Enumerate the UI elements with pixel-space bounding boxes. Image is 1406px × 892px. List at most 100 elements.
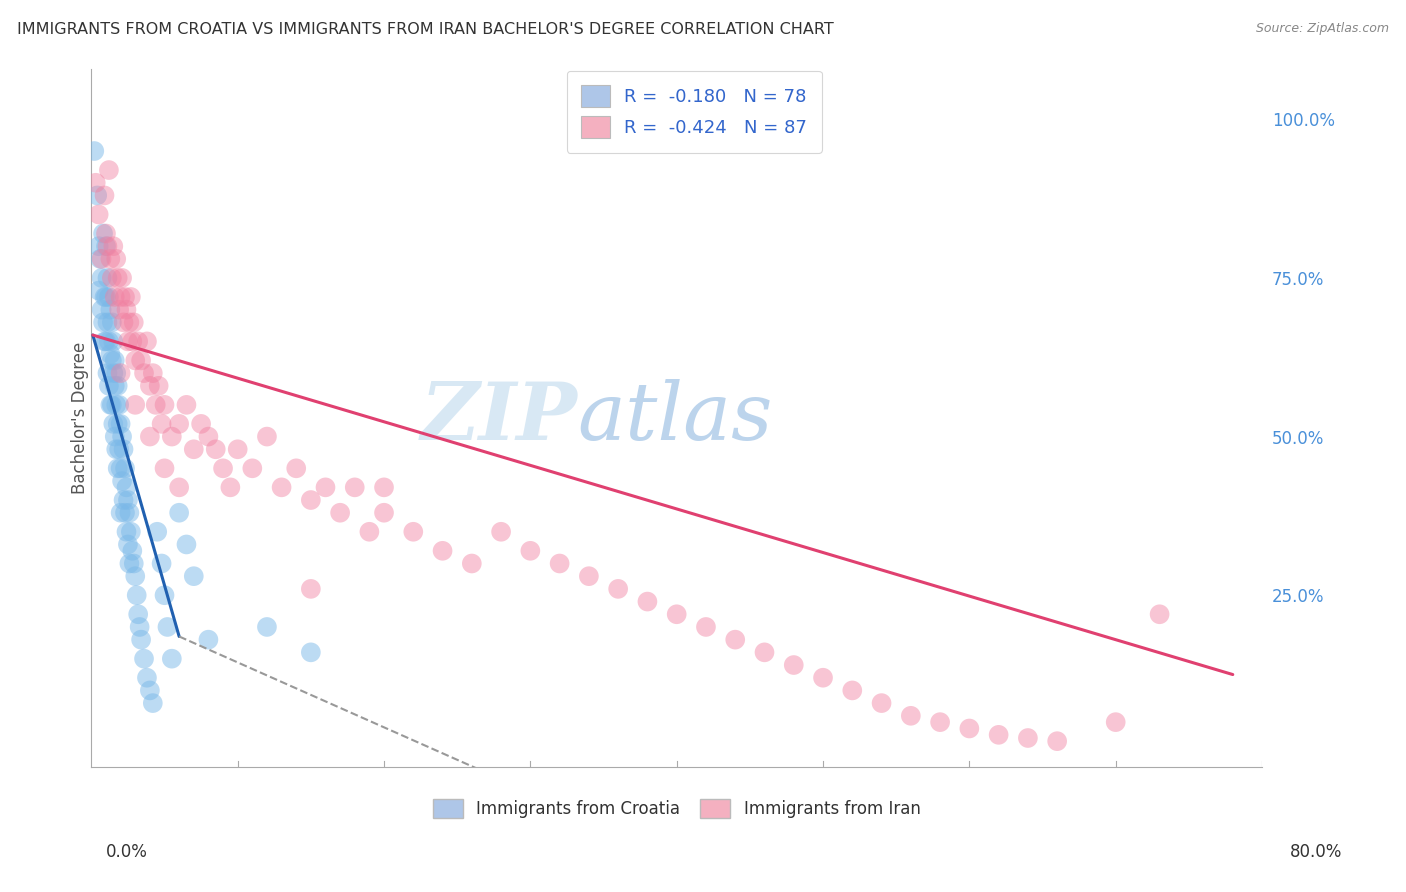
Point (105, 398, 128, 412)
Point (91, 227, 114, 241)
Point (110, 290, 132, 304)
Point (870, 696, 893, 710)
Text: ZIP: ZIP (420, 379, 578, 457)
Point (117, 537, 139, 551)
Point (96, 239, 118, 253)
Point (900, 708, 922, 723)
Point (153, 461, 176, 475)
Point (83, 144, 105, 158)
Point (87, 207, 110, 221)
Point (103, 417, 125, 431)
Point (103, 334, 125, 349)
Point (108, 302, 131, 317)
Point (299, 493, 322, 508)
Point (117, 493, 139, 508)
Point (100, 302, 122, 317)
Point (120, 524, 142, 539)
Point (121, 543, 143, 558)
Point (139, 429, 162, 443)
Point (90, 302, 112, 317)
Point (90, 252, 112, 266)
Point (103, 239, 125, 253)
Point (373, 480, 395, 494)
Point (1046, 734, 1069, 748)
Point (299, 582, 322, 596)
Text: 80.0%: 80.0% (1291, 843, 1343, 861)
Point (121, 334, 143, 349)
Point (240, 461, 263, 475)
Point (160, 651, 183, 665)
Y-axis label: Bachelor's Degree: Bachelor's Degree (72, 342, 89, 493)
Point (299, 645, 322, 659)
Point (111, 474, 134, 488)
Point (183, 569, 205, 583)
Text: Source: ZipAtlas.com: Source: ZipAtlas.com (1256, 22, 1389, 36)
Point (929, 715, 952, 730)
Point (136, 671, 159, 685)
Point (359, 524, 381, 539)
Point (695, 620, 717, 634)
Point (105, 252, 128, 266)
Point (139, 379, 162, 393)
Point (84, 176, 107, 190)
Point (142, 366, 165, 380)
Point (329, 506, 352, 520)
Point (724, 632, 747, 647)
Point (122, 557, 145, 571)
Point (153, 588, 176, 602)
Point (91, 315, 114, 329)
Point (93, 290, 115, 304)
Point (101, 271, 124, 285)
Point (104, 429, 127, 443)
Text: IMMIGRANTS FROM CROATIA VS IMMIGRANTS FROM IRAN BACHELOR'S DEGREE CORRELATION CH: IMMIGRANTS FROM CROATIA VS IMMIGRANTS FR… (17, 22, 834, 37)
Point (108, 442, 131, 457)
Point (176, 537, 198, 551)
Point (97, 379, 120, 393)
Point (127, 607, 149, 622)
Point (142, 696, 165, 710)
Point (107, 461, 129, 475)
Point (226, 442, 249, 457)
Point (811, 671, 834, 685)
Point (402, 524, 425, 539)
Point (115, 524, 138, 539)
Point (93, 188, 115, 202)
Point (89, 252, 111, 266)
Point (432, 543, 454, 558)
Point (96, 315, 118, 329)
Point (107, 271, 129, 285)
Point (754, 645, 776, 659)
Point (96, 271, 118, 285)
Point (101, 398, 124, 412)
Point (1105, 715, 1128, 730)
Point (125, 588, 148, 602)
Point (167, 417, 190, 431)
Point (127, 334, 149, 349)
Point (153, 398, 176, 412)
Point (150, 417, 173, 431)
Point (101, 353, 124, 368)
Point (957, 722, 980, 736)
Point (117, 334, 139, 349)
Point (256, 620, 278, 634)
Point (100, 252, 122, 266)
Point (219, 480, 242, 494)
Point (129, 632, 152, 647)
Point (111, 429, 134, 443)
Point (93, 334, 115, 349)
Point (110, 366, 132, 380)
Point (108, 398, 131, 412)
Point (148, 379, 170, 393)
Point (156, 620, 179, 634)
Text: 0.0%: 0.0% (105, 843, 148, 861)
Point (118, 315, 141, 329)
Point (111, 271, 134, 285)
Point (87, 284, 110, 298)
Point (146, 524, 169, 539)
Point (97, 334, 120, 349)
Point (104, 353, 127, 368)
Point (124, 353, 146, 368)
Point (373, 506, 395, 520)
Point (100, 347, 122, 361)
Point (343, 480, 366, 494)
